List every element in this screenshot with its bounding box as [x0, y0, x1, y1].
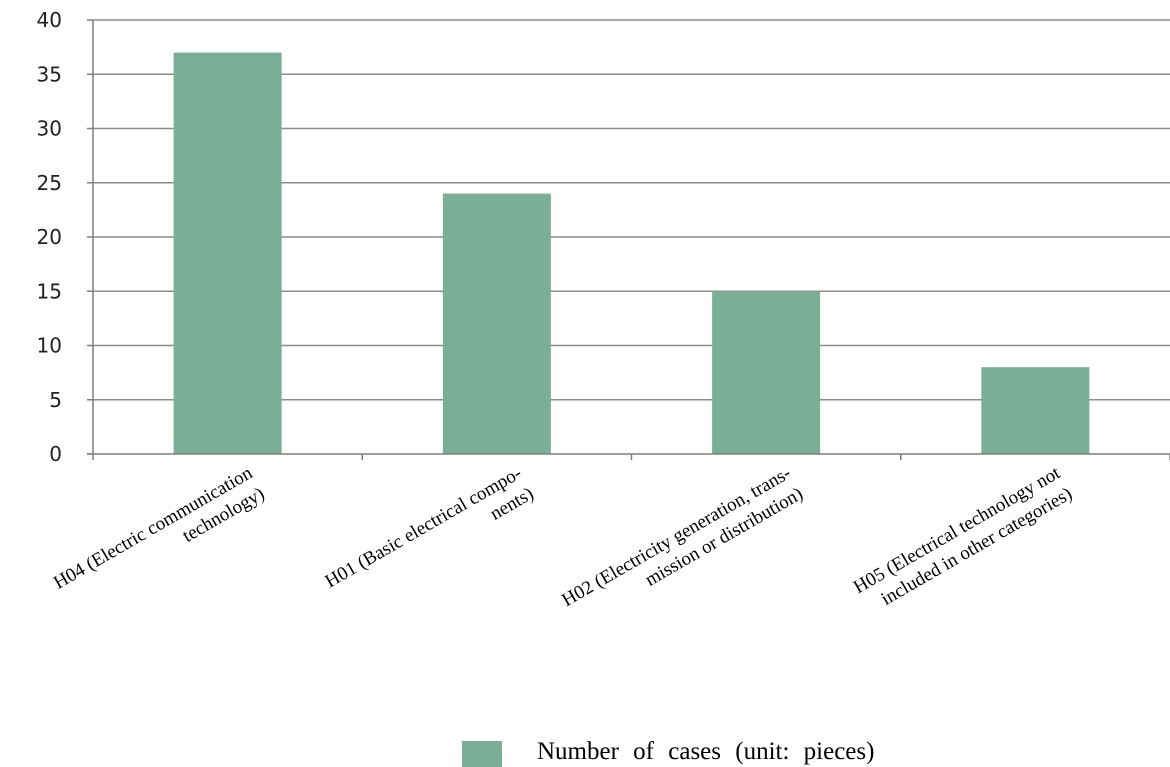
x-tick-label-line: H02 (Electricity generation, trans-: [558, 463, 794, 611]
y-tick-label: 20: [37, 225, 62, 249]
bar: [173, 52, 282, 455]
bar: [442, 193, 551, 454]
y-tick-label: 0: [49, 442, 62, 466]
bars: [173, 52, 1090, 455]
x-tick-label-line: H05 (Electrical technology not: [850, 462, 1064, 598]
y-tick-label: 30: [37, 117, 62, 141]
legend-swatch: [462, 741, 502, 767]
x-tick-label-line: H04 (Electric communication: [50, 462, 256, 593]
y-tick-label: 25: [37, 171, 62, 195]
y-tick-label: 15: [37, 279, 62, 303]
y-tick-label: 35: [37, 62, 62, 86]
bar: [981, 367, 1090, 454]
legend-label: Number of cases (unit: pieces): [537, 738, 874, 765]
y-tick-label: 40: [37, 8, 62, 32]
axes: [87, 20, 1170, 460]
y-axis-tick-labels: 0 5 10 15 20 25 30 35 40: [37, 8, 62, 466]
x-tick-label: H01 (Basic electrical compo-nents): [322, 463, 538, 593]
bar: [712, 291, 821, 454]
legend: Number of cases (unit: pieces): [462, 738, 874, 767]
y-tick-label: 5: [49, 388, 62, 412]
x-tick-label: H02 (Electricity generation, trans-missi…: [558, 463, 806, 611]
x-tick-label-line: H01 (Basic electrical compo-: [322, 463, 526, 593]
y-tick-label: 10: [37, 334, 62, 358]
